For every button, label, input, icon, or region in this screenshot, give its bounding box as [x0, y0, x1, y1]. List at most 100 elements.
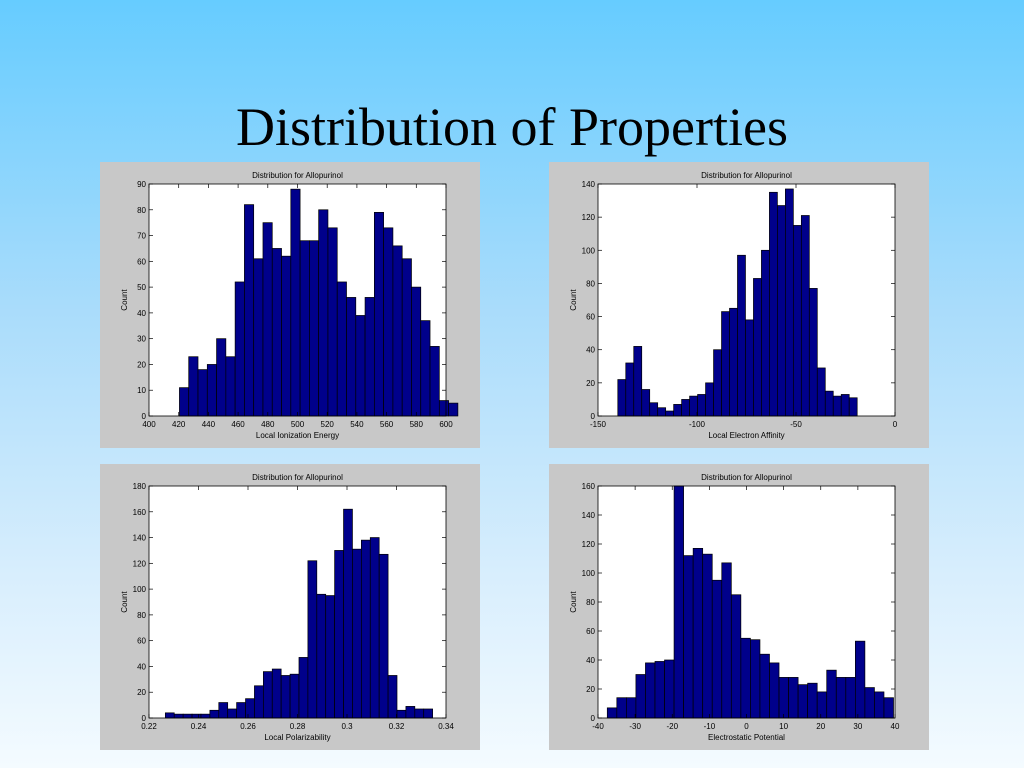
y-tick-label: 0	[142, 412, 147, 421]
x-tick-label: 520	[321, 420, 335, 429]
histogram-bar	[225, 356, 236, 417]
y-tick-label: 180	[133, 482, 147, 491]
histogram-bar	[617, 379, 627, 417]
histogram-bar	[730, 594, 742, 719]
histogram-bar	[253, 258, 264, 417]
x-tick-label: -20	[666, 722, 678, 731]
chart-electrostatic-potential: -40 -30 -20 -10 0 10 20 30 40 0 20 40 60 80 100 120 140 1…	[549, 464, 929, 750]
histogram-bar	[683, 555, 694, 719]
histogram-bar	[298, 657, 309, 719]
histogram-bar	[808, 288, 818, 417]
histogram-bar	[788, 677, 799, 719]
x-axis-label: Local Polarizability	[264, 733, 330, 742]
x-tick-label: 0.32	[389, 722, 405, 731]
y-tick-label: 120	[582, 540, 596, 549]
x-tick-label: 580	[410, 420, 424, 429]
x-tick-label: 40	[891, 722, 900, 731]
x-tick-label: 0.24	[191, 722, 207, 731]
histogram-bar	[378, 553, 389, 719]
x-tick-label: -10	[704, 722, 716, 731]
histogram-bar	[673, 404, 682, 417]
chart-ionization-energy: 400 420 440 460 480 500 520 540 560 580 600 0 10 20 30…	[100, 162, 480, 448]
histogram-bar	[777, 205, 786, 417]
y-tick-label: 20	[137, 688, 146, 697]
x-tick-label: 0.3	[341, 722, 353, 731]
histogram-bar	[664, 659, 675, 719]
histogram-bar	[689, 395, 698, 417]
histogram-bar	[665, 410, 675, 417]
x-tick-label: 20	[816, 722, 825, 731]
histogram-bar	[200, 713, 211, 719]
y-tick-label: 20	[586, 379, 595, 388]
chart-svg: -150 -100 -50 0 0 20 40 60 80 100 120 140 Distributi…	[569, 171, 898, 440]
histogram-bar	[206, 364, 217, 417]
y-tick-label: 40	[586, 346, 595, 355]
y-tick-label: 100	[582, 246, 596, 255]
histogram-bar	[209, 709, 220, 719]
histogram-bar	[633, 346, 643, 417]
y-tick-label: 20	[586, 685, 595, 694]
histogram-bar	[750, 639, 761, 719]
histogram-bar	[280, 675, 291, 719]
histogram-bar	[179, 387, 190, 417]
y-tick-label: 140	[582, 180, 596, 189]
y-tick-label: 100	[582, 569, 596, 578]
x-tick-label: 480	[261, 420, 275, 429]
y-tick-label: 40	[137, 662, 146, 671]
histogram-bar	[721, 562, 732, 719]
y-tick-label: 80	[586, 279, 595, 288]
histogram-bar	[711, 579, 723, 719]
histogram-bar	[721, 311, 730, 417]
chart-svg: 0.22 0.24 0.26 0.28 0.3 0.32 0.34 0 20 40 60 80 100 1…	[120, 473, 454, 742]
y-axis-label: Count	[569, 289, 578, 311]
histogram-bar	[316, 593, 327, 719]
histogram-bar	[188, 356, 199, 417]
histogram-bar	[343, 508, 353, 719]
histogram-bar	[420, 320, 431, 417]
x-tick-label: 0	[893, 420, 898, 429]
x-tick-label: 420	[172, 420, 186, 429]
histogram-bar	[792, 225, 802, 417]
histogram-bar	[318, 209, 329, 417]
histogram-bar	[438, 400, 449, 417]
x-tick-label: 0.28	[290, 722, 306, 731]
y-tick-label: 70	[137, 232, 146, 241]
histogram-bar	[245, 698, 255, 719]
histogram-bar	[874, 691, 885, 719]
y-axis-label: Count	[569, 591, 578, 613]
histogram-bar	[173, 713, 184, 719]
histogram-bar	[262, 671, 273, 719]
histogram-bar	[753, 278, 762, 417]
histogram-bar	[625, 362, 635, 417]
chart-title: Distribution for Allopurinol	[252, 171, 343, 180]
histogram-bar	[290, 188, 301, 417]
histogram-bar	[244, 204, 255, 417]
x-tick-label: 0.34	[438, 722, 454, 731]
histogram-bar	[369, 537, 380, 719]
histogram-bar	[616, 697, 627, 719]
histogram-bar	[826, 669, 837, 719]
y-axis-label: Count	[120, 591, 129, 613]
histogram-bar	[769, 662, 780, 719]
histogram-bar	[692, 547, 704, 719]
histogram-bar	[729, 307, 738, 417]
histogram-bar	[411, 286, 422, 417]
chart-svg: -40 -30 -20 -10 0 10 20 30 40 0 20 40 60 80 100 120 140 1…	[569, 473, 900, 742]
histogram-bar	[797, 684, 808, 719]
histogram-bar	[816, 691, 828, 719]
y-tick-label: 100	[133, 585, 147, 594]
y-tick-label: 90	[137, 180, 146, 189]
x-tick-label: -40	[592, 722, 604, 731]
histogram-bar	[254, 685, 264, 719]
y-tick-label: 10	[137, 386, 146, 395]
x-axis-label: Electrostatic Potential	[708, 733, 785, 742]
y-tick-label: 0	[142, 714, 147, 723]
chart-svg: 400 420 440 460 480 500 520 540 560 580 600 0 10 20 30…	[120, 171, 459, 440]
histogram-bar	[761, 249, 770, 417]
y-tick-label: 80	[137, 611, 146, 620]
histogram-bar	[262, 222, 273, 417]
histogram-bar	[824, 390, 834, 417]
x-tick-label: 0	[744, 722, 749, 731]
histogram-bar	[697, 394, 706, 417]
histogram-bar	[401, 258, 412, 417]
